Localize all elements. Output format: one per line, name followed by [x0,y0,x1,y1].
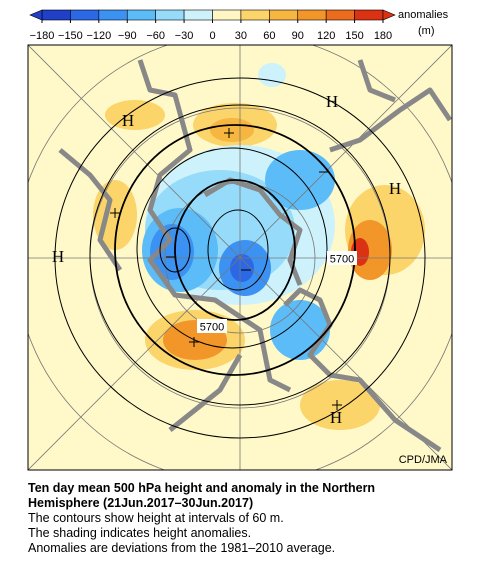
colorbar-tick-label: −150 [58,30,83,42]
caption-line: The shading indicates height anomalies. [28,526,251,540]
colorbar-bin [325,9,355,21]
colorbar-tick-label: −180 [30,30,55,42]
map: H H H H H 5700 5700 CPD/JMA [28,45,452,470]
contour-label: 5700 [330,254,354,266]
colorbar-tick-label: −120 [86,30,111,42]
colorbar-tick-label: −60 [146,30,165,42]
colorbar-bin [155,9,185,21]
colorbar-bin [126,9,156,21]
colorbar: −180 −150 −120 −90 −60 −30 0 30 60 90 120 150 180 [29,9,396,42]
contour-label-box [197,319,227,333]
colorbar-tick-label: 180 [374,30,392,42]
colorbar-tick-label: 120 [317,30,335,42]
caption: Ten day mean 500 hPa height and anomaly … [28,481,375,555]
colorbar-bin [70,9,100,21]
colorbar-bin [212,9,242,21]
colorbar-bin [269,9,299,21]
high-label: H [389,179,401,198]
colorbar-tick-label: 30 [235,30,247,42]
colorbar-extension [29,9,43,21]
colorbar-bin [41,9,71,21]
high-label: H [52,247,64,266]
high-label: H [330,408,342,427]
colorbar-tick-label: −90 [118,30,137,42]
caption-line: Anomalies are deviations from the 1981–2… [28,541,335,555]
colorbar-tick-label: −30 [175,30,194,42]
high-label: H [326,92,338,111]
contour-label: 5700 [200,322,224,334]
map-frame [27,44,453,471]
caption-title: Ten day mean 500 hPa height and anomaly … [28,481,375,495]
colorbar-bin [183,9,213,21]
colorbar-tick-label: 60 [263,30,275,42]
high-label: H [122,111,134,130]
colorbar-bin [354,9,384,21]
colorbar-bin [240,9,270,21]
caption-title: Hemisphere (21Jun.2017–30Jun.2017) [28,496,253,510]
colorbar-tick-label: 150 [345,30,363,42]
center-marks [110,128,342,410]
contour-label-box [327,251,357,265]
credit: CPD/JMA [399,454,448,466]
colorbar-extension [382,9,396,21]
caption-line: The contours show height at intervals of… [28,511,284,525]
colorbar-title: anomalies [398,9,449,21]
colorbar-tick-label: 0 [209,30,215,42]
colorbar-bin [297,9,327,21]
colorbar-bin [98,9,128,21]
contours [54,77,426,439]
colorbar-unit: (m) [418,25,435,37]
colorbar-tick-label: 90 [292,30,304,42]
